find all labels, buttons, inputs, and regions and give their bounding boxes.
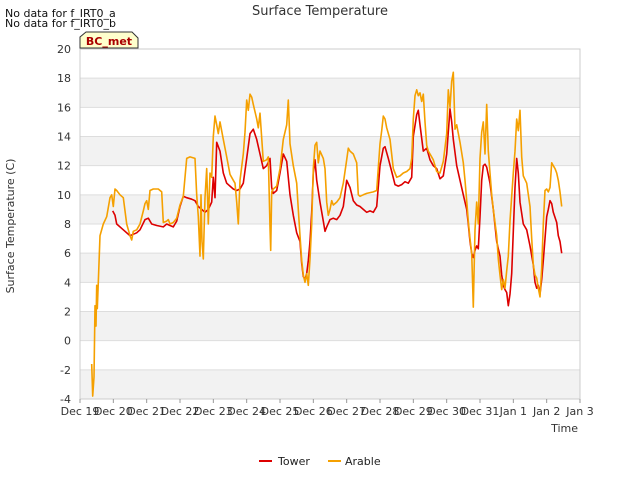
grid-band [80, 369, 580, 399]
x-tick-label: Dec 20 [94, 405, 133, 418]
series-line-arable [90, 71, 563, 397]
x-axis-title: Time [550, 422, 578, 435]
grid-band [80, 165, 580, 195]
y-tick-label: -2 [60, 364, 71, 377]
station-tag: BC_met [79, 31, 139, 49]
x-tick-label: Dec 30 [427, 405, 466, 418]
x-tick-label: Dec 21 [127, 405, 166, 418]
legend-label-arable: Arable [345, 455, 381, 468]
grid-band [80, 311, 580, 341]
series-lines [90, 71, 563, 397]
station-tag-box [79, 31, 139, 49]
y-axis-ticks: -4 -2 0 2 4 6 8 10 12 14 16 18 20 [57, 43, 71, 406]
chart-title: Surface Temperature [252, 4, 388, 19]
x-tick-label: Dec 28 [361, 405, 400, 418]
x-tick-label: Jan 2 [532, 405, 560, 418]
grid-band [80, 49, 580, 79]
x-tick-label: Dec 31 [461, 405, 500, 418]
grid-band [80, 224, 580, 254]
y-tick-label: 14 [57, 131, 71, 144]
y-tick-label: 2 [64, 306, 71, 319]
station-tag-label: BC_met [86, 35, 132, 48]
x-tick-label: Jan 3 [565, 405, 593, 418]
x-tick-label: Dec 26 [294, 405, 333, 418]
y-tick-label: 10 [57, 189, 71, 202]
x-tick-label: Dec 29 [394, 405, 433, 418]
legend-label-tower: Tower [277, 455, 310, 468]
x-tick-label: Jan 1 [499, 405, 527, 418]
x-tick-label: Dec 25 [261, 405, 300, 418]
x-tick-label: Dec 23 [194, 405, 233, 418]
grid-band [80, 282, 580, 312]
x-tick-label: Dec 27 [327, 405, 366, 418]
y-tick-label: 18 [57, 72, 71, 85]
y-tick-label: 12 [57, 160, 71, 173]
y-tick-label: 8 [64, 218, 71, 231]
plot-frame [79, 48, 581, 400]
series-line-tower [111, 108, 563, 307]
y-tick-label: 4 [64, 276, 71, 289]
x-tick-label: Dec 22 [161, 405, 200, 418]
x-tick-label: Dec 24 [227, 405, 266, 418]
y-tick-label: 0 [64, 335, 71, 348]
y-tick-label: -4 [60, 393, 71, 406]
grid-band [80, 340, 580, 370]
grid-lines [79, 48, 581, 400]
no-data-note-b: No data for f_IRT0_b [5, 17, 117, 30]
x-tick-label: Dec 19 [61, 405, 100, 418]
no-data-note-a: No data for f_IRT0_a [5, 7, 116, 20]
y-tick-label: 20 [57, 43, 71, 56]
y-axis-title: Surface Temperature (C) [4, 159, 17, 294]
grid-band [80, 78, 580, 108]
grid-band [80, 136, 580, 166]
y-tick-label: 16 [57, 101, 71, 114]
legend: Tower Arable [259, 455, 381, 468]
grid-band [80, 107, 580, 137]
grid-band [80, 253, 580, 283]
y-tick-label: 6 [64, 247, 71, 260]
